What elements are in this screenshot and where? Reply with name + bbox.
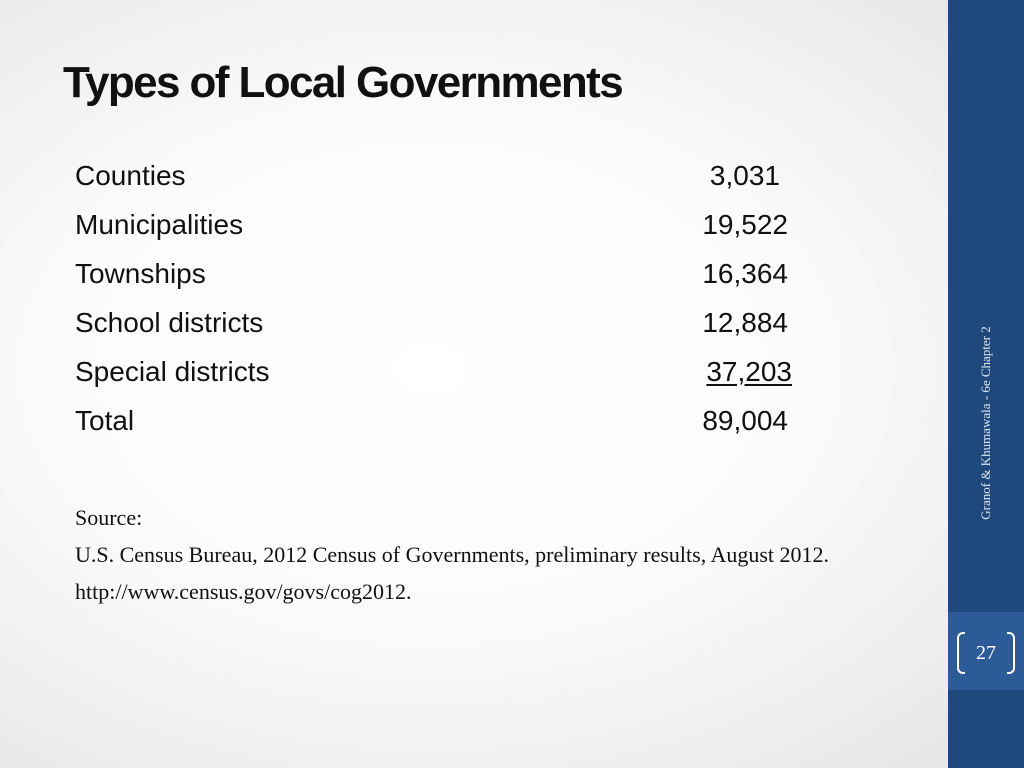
source-label: Source: <box>75 505 143 530</box>
table-row: Counties 3,031 <box>75 160 795 209</box>
row-value: 16,364 <box>702 258 788 289</box>
row-label: School districts <box>75 307 264 338</box>
row-label: Townships <box>75 258 206 289</box>
table-row: Townships 16,364 <box>75 258 795 307</box>
row-value: 19,522 <box>702 209 788 240</box>
table-row: School districts 12,884 <box>75 307 795 356</box>
table-row: Municipalities 19,522 <box>75 209 795 258</box>
row-label: Total <box>75 405 135 436</box>
slide-number-badge: 27 <box>957 632 1015 674</box>
right-brace-icon <box>1007 632 1015 674</box>
government-counts-table: Counties 3,031 Municipalities 19,522 Tow… <box>75 160 795 454</box>
row-label: Counties <box>75 160 186 191</box>
row-value-underlined: 37,203 <box>706 356 792 387</box>
source-url: http://www.census.gov/govs/cog2012. <box>75 579 412 604</box>
slide-content: Types of Local Governments Counties 3,03… <box>63 58 915 608</box>
row-label: Special districts <box>75 356 270 387</box>
slide-title: Types of Local Governments <box>63 58 624 107</box>
table-row-total: Total 89,004 <box>75 405 795 454</box>
row-value: 3,031 <box>709 160 780 191</box>
table-row: Special districts 37,203 <box>75 356 795 405</box>
slide-number: 27 <box>976 641 996 664</box>
row-value: 12,884 <box>702 307 788 338</box>
source-note: Source: U.S. Census Bureau, 2012 Census … <box>75 502 915 608</box>
slide-sidebar: Granof & Khumawala - 6e Chapter 2 27 <box>948 0 1024 768</box>
source-citation: U.S. Census Bureau, 2012 Census of Gover… <box>75 542 830 567</box>
row-value: 89,004 <box>702 405 788 436</box>
left-brace-icon <box>957 632 965 674</box>
slide-number-band <box>948 612 1024 690</box>
footer-text: Granof & Khumawala - 6e Chapter 2 <box>978 326 993 520</box>
row-label: Municipalities <box>75 209 244 240</box>
